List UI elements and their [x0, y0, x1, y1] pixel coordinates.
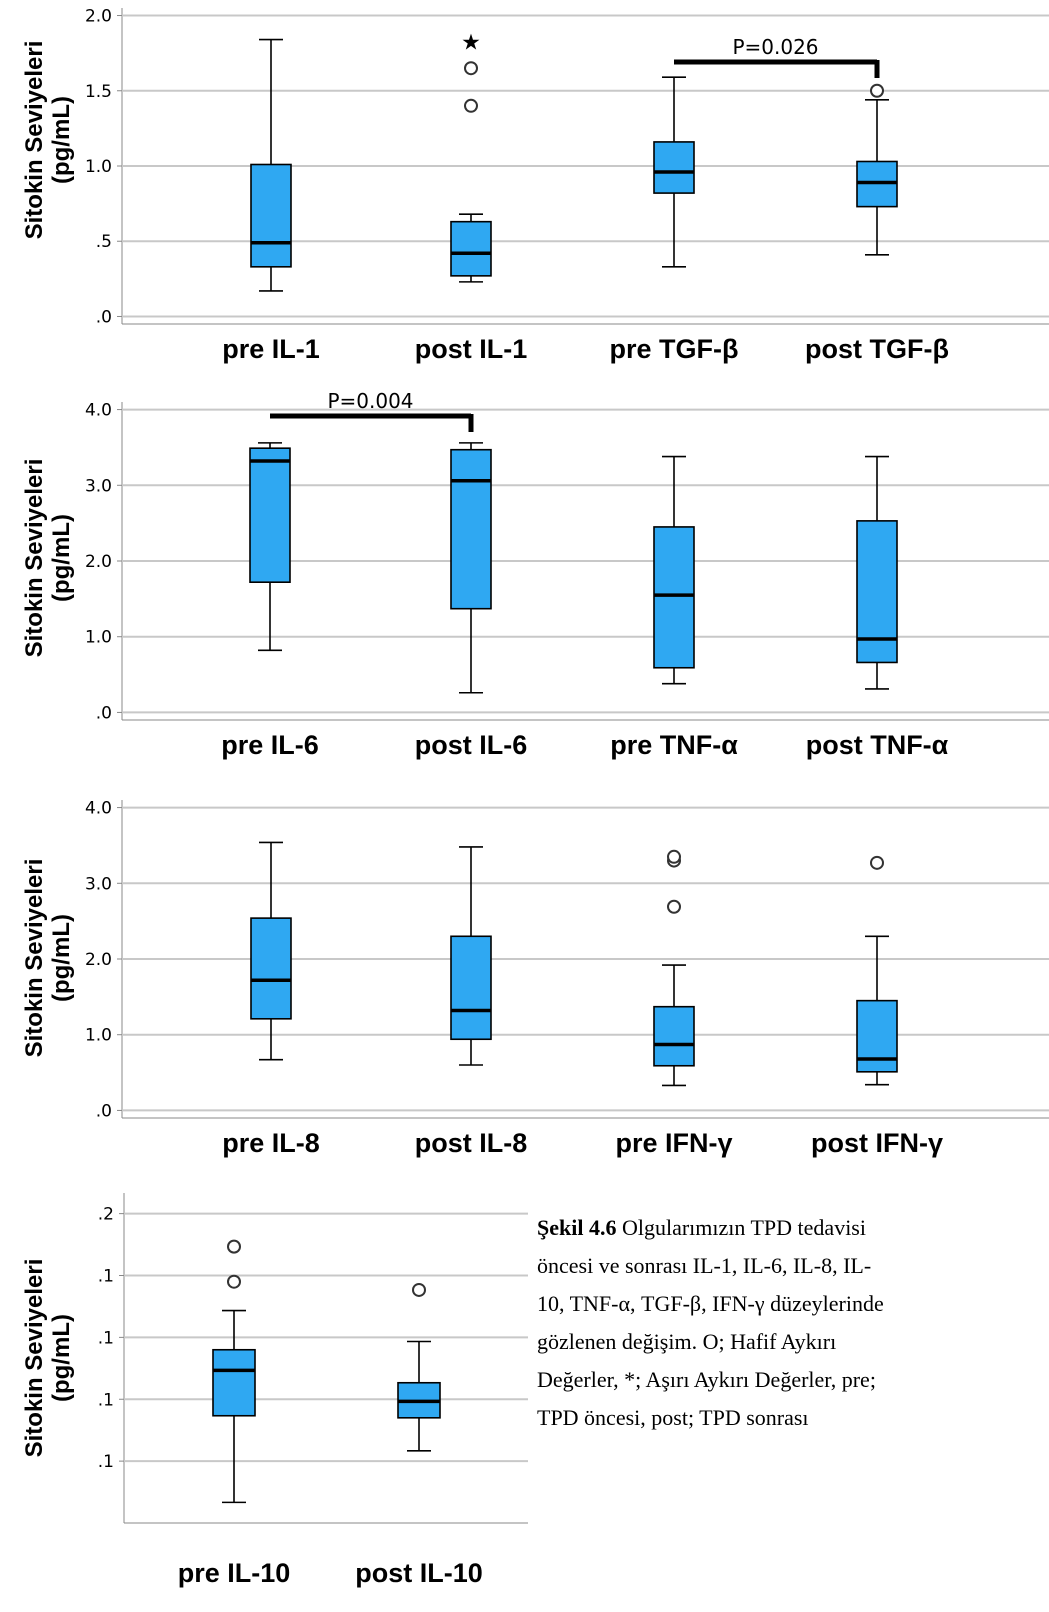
- outlier-point: [870, 855, 884, 870]
- y-tick-label: .5: [96, 232, 112, 252]
- y-tick-label: .1: [98, 1267, 114, 1287]
- box: [249, 447, 291, 583]
- y-tick-label: .0: [96, 1101, 112, 1121]
- figure-caption: Şekil 4.6 Olgularımızın TPD tedavisi önc…: [537, 1209, 1049, 1601]
- y-tick-label: 4.0: [85, 401, 112, 421]
- y-tick-label: .1: [98, 1452, 114, 1472]
- caption-line-2: öncesi ve sonrası IL-1, IL-6, IL-8, IL-: [537, 1253, 872, 1278]
- y-tick-label: .0: [96, 307, 112, 327]
- category-label: post TGF-β: [805, 334, 949, 364]
- y-axis-label: Sitokin Seviyeleri: [21, 459, 48, 658]
- outlier-point: [227, 1239, 241, 1254]
- box: [250, 917, 292, 1020]
- box: [653, 526, 695, 669]
- y-axis-label: Sitokin Seviyeleri: [21, 41, 48, 240]
- outlier-point: [667, 849, 681, 864]
- category-label: pre IL-8: [222, 1128, 320, 1158]
- y-tick-label: 3.0: [85, 476, 112, 496]
- category-label: pre IL-6: [221, 730, 319, 760]
- y-tick-label: .0: [96, 703, 112, 723]
- box: [450, 220, 492, 277]
- y-axis-label-unit: (pg/mL): [48, 914, 75, 1002]
- outlier-point: [464, 98, 478, 113]
- significance-label: P=0.004: [327, 389, 413, 413]
- y-tick-label: 2.0: [85, 7, 112, 27]
- caption-line-6: TPD öncesi, post; TPD sonrası: [537, 1405, 809, 1430]
- box: [653, 1005, 695, 1067]
- y-tick-label: 1.0: [85, 157, 112, 177]
- y-tick-label: 2.0: [85, 552, 112, 572]
- y-tick-label: 4.0: [85, 799, 112, 819]
- category-label: pre IL-10: [178, 1558, 291, 1588]
- box: [450, 448, 492, 610]
- category-label: post IL-1: [415, 334, 528, 364]
- category-label: pre TNF-α: [610, 730, 738, 760]
- y-tick-label: .2: [98, 1205, 114, 1225]
- significance-label: P=0.026: [732, 35, 818, 59]
- extreme-point: ★: [461, 31, 481, 56]
- box: [653, 141, 695, 194]
- category-label: post IL-6: [415, 730, 528, 760]
- box: [250, 163, 292, 268]
- y-tick-label: .1: [98, 1328, 114, 1348]
- y-tick-label: .1: [98, 1390, 114, 1410]
- box: [212, 1348, 256, 1417]
- y-axis-label-unit: (pg/mL): [48, 514, 75, 602]
- category-label: pre IL-1: [222, 334, 320, 364]
- y-tick-label: 2.0: [85, 950, 112, 970]
- outlier-point: [227, 1274, 241, 1289]
- outlier-point: [412, 1282, 426, 1297]
- caption-line-3: 10, TNF-α, TGF-β, IFN-γ düzeylerinde: [537, 1291, 884, 1316]
- category-label: post IL-10: [355, 1558, 483, 1588]
- box: [450, 935, 492, 1041]
- caption-line-5: Değerler, *; Aşırı Aykırı Değerler, pre;: [537, 1367, 876, 1392]
- y-axis-label: Sitokin Seviyeleri: [21, 1259, 48, 1458]
- y-axis-label-unit: (pg/mL): [48, 1314, 75, 1402]
- category-label: post IL-8: [415, 1128, 528, 1158]
- y-axis-label: Sitokin Seviyeleri: [21, 859, 48, 1058]
- category-label: pre IFN-γ: [615, 1128, 732, 1158]
- box: [856, 999, 898, 1073]
- outlier-point: [870, 83, 884, 98]
- category-label: post IFN-γ: [811, 1128, 943, 1158]
- caption-label: Şekil 4.6: [537, 1215, 617, 1240]
- outlier-point: [667, 899, 681, 914]
- category-label: pre TGF-β: [610, 334, 739, 364]
- category-label: post TNF-α: [806, 730, 949, 760]
- y-tick-label: 1.0: [85, 628, 112, 648]
- y-tick-label: 1.5: [85, 82, 112, 102]
- outlier-point: [464, 61, 478, 76]
- caption-text-1: Olgularımızın TPD tedavisi: [616, 1215, 866, 1240]
- caption-line-1: Şekil 4.6 Olgularımızın TPD tedavisi: [537, 1209, 1049, 1247]
- caption-line-4: gözlenen değişim. O; Hafif Aykırı: [537, 1329, 837, 1354]
- box: [856, 520, 898, 664]
- y-tick-label: 3.0: [85, 874, 112, 894]
- y-tick-label: 1.0: [85, 1026, 112, 1046]
- y-axis-label-unit: (pg/mL): [48, 96, 75, 184]
